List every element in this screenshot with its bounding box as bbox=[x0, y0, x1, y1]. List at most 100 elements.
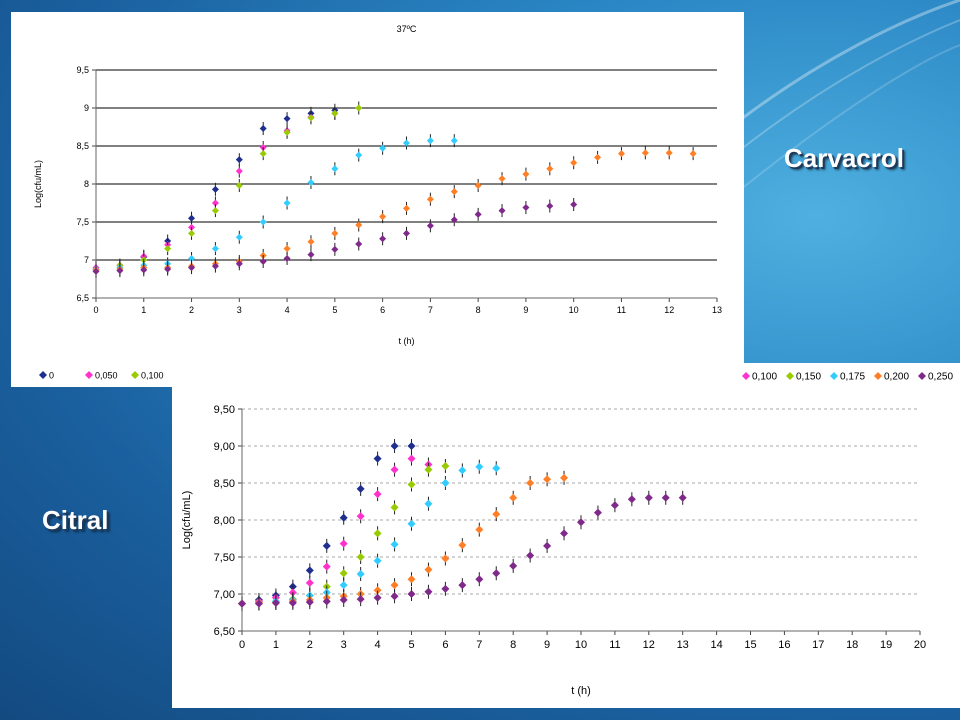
x-tick-label: 6 bbox=[380, 305, 385, 315]
data-point bbox=[339, 595, 348, 604]
data-point bbox=[271, 598, 280, 607]
data-point bbox=[307, 251, 315, 259]
data-point bbox=[307, 238, 315, 246]
data-point bbox=[665, 149, 673, 157]
data-point bbox=[458, 581, 467, 590]
legend-label: 0,150 bbox=[796, 372, 821, 383]
data-point bbox=[492, 569, 501, 578]
x-tick-label: 7 bbox=[476, 639, 482, 651]
x-tick-label: 14 bbox=[710, 639, 722, 651]
x-tick-label: 10 bbox=[575, 639, 587, 651]
data-point bbox=[254, 599, 263, 608]
y-tick-label: 6,5 bbox=[76, 293, 89, 303]
legend-marker bbox=[39, 371, 47, 379]
data-point bbox=[458, 541, 467, 550]
x-tick-label: 8 bbox=[476, 305, 481, 315]
data-point bbox=[322, 562, 331, 571]
data-point bbox=[188, 264, 196, 272]
data-point bbox=[339, 513, 348, 522]
data-point bbox=[379, 235, 387, 243]
y-axis-label: Log(cfu/mL) bbox=[181, 491, 193, 550]
data-point bbox=[407, 590, 416, 598]
data-point bbox=[288, 598, 297, 607]
data-point bbox=[373, 556, 382, 565]
data-point bbox=[403, 229, 410, 237]
y-tick-label: 7,00 bbox=[214, 589, 235, 601]
data-point bbox=[424, 565, 433, 574]
data-point bbox=[238, 599, 246, 608]
x-axis-label: t (h) bbox=[571, 685, 591, 697]
data-point bbox=[498, 207, 506, 215]
data-point bbox=[235, 167, 243, 175]
data-point bbox=[617, 150, 625, 158]
data-point bbox=[283, 115, 291, 123]
x-tick-label: 11 bbox=[609, 639, 620, 651]
y-tick-label: 9,5 bbox=[76, 65, 89, 75]
data-point bbox=[498, 175, 506, 183]
data-point bbox=[474, 182, 482, 190]
data-point bbox=[407, 575, 416, 584]
data-point bbox=[140, 266, 148, 274]
y-axis-label: Log(cfu/mL) bbox=[33, 160, 43, 208]
legend-marker bbox=[742, 372, 750, 380]
x-tick-label: 8 bbox=[510, 639, 516, 651]
data-point bbox=[450, 188, 458, 196]
data-point bbox=[259, 125, 267, 133]
data-point bbox=[403, 139, 410, 147]
x-tick-label: 20 bbox=[914, 639, 926, 651]
data-point bbox=[235, 156, 243, 164]
data-point bbox=[235, 260, 243, 268]
citral-chart: 6,507,007,508,008,509,009,500 1 2 3 4 5 6 7 8 9 10… bbox=[181, 372, 953, 698]
x-tick-label: 10 bbox=[569, 305, 579, 315]
data-point bbox=[627, 495, 636, 504]
data-point bbox=[424, 587, 433, 596]
data-point bbox=[661, 493, 670, 502]
data-point bbox=[305, 566, 314, 575]
data-point bbox=[475, 525, 484, 534]
data-point bbox=[424, 465, 433, 474]
data-point bbox=[355, 104, 363, 112]
data-point bbox=[188, 214, 196, 222]
y-tick-label: 9,00 bbox=[214, 441, 235, 453]
legend-marker bbox=[85, 371, 93, 379]
x-tick-label: 17 bbox=[812, 639, 824, 651]
data-point bbox=[475, 575, 484, 584]
x-tick-label: 11 bbox=[617, 305, 626, 315]
data-point bbox=[560, 473, 569, 482]
data-point bbox=[593, 508, 602, 517]
x-tick-label: 4 bbox=[285, 305, 290, 315]
x-tick-label: 1 bbox=[273, 639, 279, 651]
data-point bbox=[373, 454, 382, 463]
data-point bbox=[305, 598, 314, 607]
data-point bbox=[331, 229, 339, 237]
data-point bbox=[509, 561, 518, 570]
y-tick-label: 7,5 bbox=[76, 217, 89, 227]
x-tick-label: 3 bbox=[341, 639, 347, 651]
data-point bbox=[373, 586, 382, 595]
data-point bbox=[526, 551, 535, 560]
y-tick-label: 9,50 bbox=[214, 404, 235, 416]
data-point bbox=[474, 210, 482, 218]
legend-label: 0,200 bbox=[884, 372, 909, 383]
data-point bbox=[546, 202, 554, 210]
legend-label: 0,250 bbox=[928, 372, 953, 383]
legend-marker bbox=[830, 372, 838, 380]
data-point bbox=[355, 221, 363, 229]
data-point bbox=[283, 128, 291, 136]
x-tick-label: 3 bbox=[237, 305, 242, 315]
data-point bbox=[339, 539, 348, 548]
data-point bbox=[259, 258, 267, 266]
data-point bbox=[331, 109, 339, 117]
y-tick-label: 8 bbox=[84, 179, 89, 189]
data-point bbox=[426, 195, 434, 203]
data-point bbox=[390, 465, 399, 474]
legend-label: 0,175 bbox=[840, 372, 865, 383]
data-point bbox=[689, 150, 697, 158]
citral-chart-panel: 6,50 7,00 7,50 8,00 8,50 9,00 9,50 0 1 2 3 4 5 6 7 8 9 10… bbox=[172, 363, 960, 708]
x-tick-label: 13 bbox=[712, 305, 722, 315]
x-tick-label: 6 bbox=[442, 639, 448, 651]
y-tick-label: 7 bbox=[84, 255, 89, 265]
data-point bbox=[356, 484, 365, 493]
data-point bbox=[283, 245, 291, 253]
data-point bbox=[331, 245, 339, 253]
